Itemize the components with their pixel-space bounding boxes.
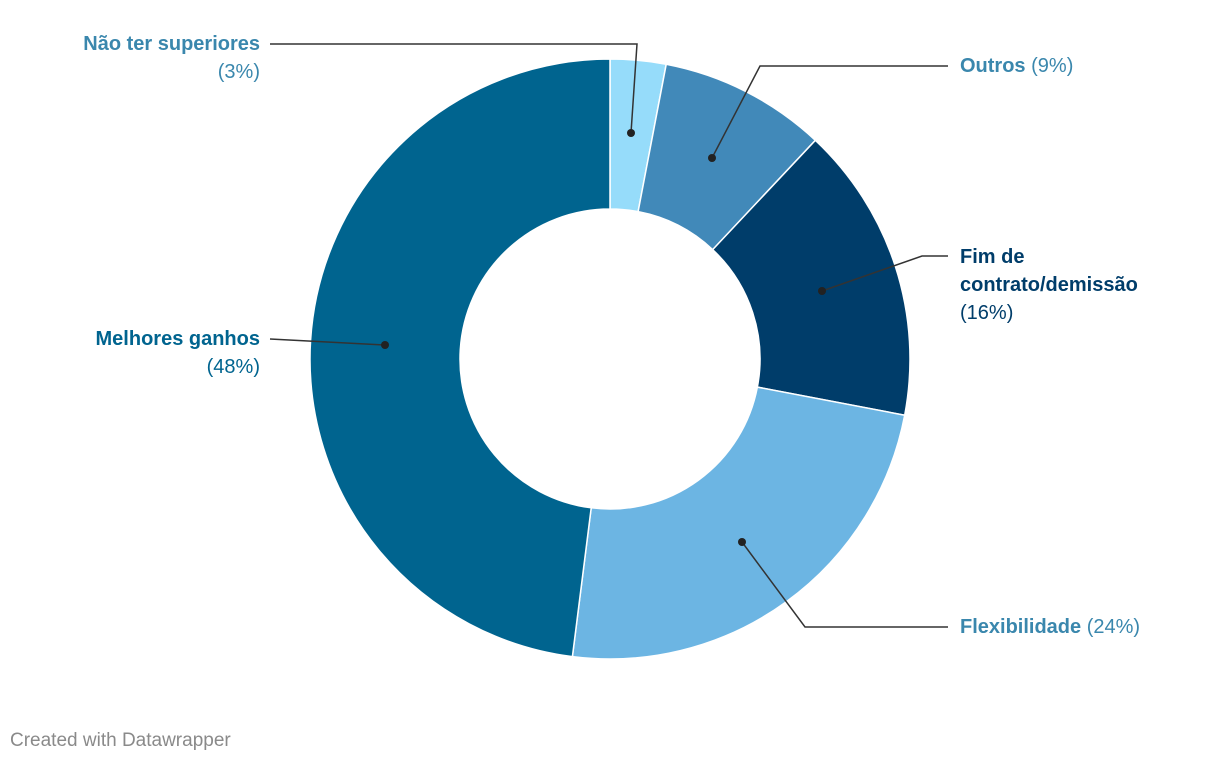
label-fim-de-contrato: Fim de contrato/demissão (16%) (960, 243, 1138, 327)
leader-lines (269, 43, 948, 628)
donut-slice-3 (571, 386, 906, 660)
label-melhores-ganhos: Melhores ganhos (48%) (96, 325, 260, 381)
donut-slice-2 (711, 139, 911, 417)
leader-line-outros (711, 65, 948, 159)
leader-dot-melhores (381, 341, 389, 349)
leader-line-melhores (269, 338, 386, 346)
slice-pct-flex: (24%) (1086, 616, 1141, 638)
leader-dot-outros (708, 154, 716, 162)
leader-line-nao-ter (270, 43, 638, 134)
slice-pct-melhores: (48%) (206, 356, 260, 378)
label-outros: Outros (9%) (960, 52, 1073, 80)
leader-line-flex (741, 541, 948, 628)
slice-pct-nao-ter: (3%) (217, 61, 260, 83)
label-nao-ter-superiores: Não ter superiores (3%) (83, 30, 260, 86)
slice-name-fim-line1: Fim de (960, 246, 1025, 268)
slice-pct-fim: (16%) (960, 302, 1014, 324)
leader-dot-flex (738, 538, 746, 546)
label-flexibilidade: Flexibilidade (24%) (960, 613, 1140, 641)
slice-name-outros: Outros (960, 55, 1026, 77)
slice-name-nao-ter: Não ter superiores (83, 33, 260, 55)
slice-name-fim-line2: contrato/demissão (960, 274, 1138, 296)
donut-slices (309, 58, 911, 660)
leader-dot-nao-ter (627, 129, 635, 137)
leader-line-fim (821, 255, 948, 292)
donut-slice-4 (309, 58, 611, 658)
slice-pct-outros: (9%) (1031, 55, 1074, 77)
credit-text: Created with Datawrapper (10, 730, 231, 751)
slice-name-melhores: Melhores ganhos (95, 328, 260, 350)
slice-name-flex: Flexibilidade (960, 616, 1082, 638)
leader-dot-fim (818, 287, 826, 295)
